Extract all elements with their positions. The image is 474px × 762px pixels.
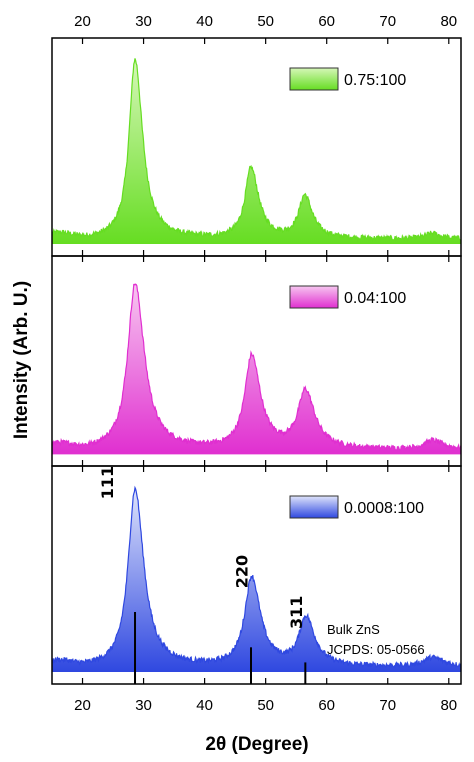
x-tick-label-top: 50 [257, 13, 274, 30]
x-tick-label-bottom: 20 [74, 697, 91, 714]
series-line-0.75:100 [51, 58, 461, 243]
legend-label: 0.04:100 [344, 290, 406, 307]
x-tick-label-top: 70 [379, 13, 396, 30]
axes-layer: 20 20 30 30 40 40 50 50 60 60 70 70 80 80 111 220 311 Bul… [51, 13, 462, 714]
x-tick-label-bottom: 50 [257, 697, 274, 714]
reference-label-line2: JCPDS: 05-0566 [327, 642, 425, 657]
panels-layer: 0.75:100 0.04:100 0.0008:100 [51, 58, 462, 672]
legend-swatch [289, 67, 339, 91]
series-line-0.0008:100 [51, 485, 462, 669]
peak-label: 220 [233, 555, 252, 588]
x-tick-label-top: 40 [196, 13, 213, 30]
x-tick-label-top: 80 [440, 13, 457, 30]
x-tick-label-bottom: 70 [379, 697, 396, 714]
x-tick-label-top: 20 [74, 13, 91, 30]
y-axis-title: Intensity (Arb. U.) [11, 281, 32, 439]
legend-swatch [289, 285, 339, 309]
panel-frame [51, 465, 462, 685]
x-axis-title: 2θ (Degree) [205, 734, 308, 755]
legend-label: 0.0008:100 [344, 500, 424, 517]
series-fill-0.75:100 [52, 58, 461, 245]
x-tick-label-bottom: 60 [318, 697, 335, 714]
legend-label: 0.75:100 [344, 72, 406, 89]
x-tick-label-bottom: 40 [196, 697, 213, 714]
x-tick-label-bottom: 80 [440, 697, 457, 714]
peak-label: 311 [287, 596, 306, 629]
legend-swatch [289, 495, 339, 519]
peak-label: 111 [98, 466, 117, 499]
series-line-0.04:100 [51, 283, 462, 452]
x-tick-label-bottom: 30 [135, 697, 152, 714]
reference-label-line1: Bulk ZnS [327, 622, 380, 637]
x-tick-label-top: 60 [318, 13, 335, 30]
x-tick-label-top: 30 [135, 13, 152, 30]
